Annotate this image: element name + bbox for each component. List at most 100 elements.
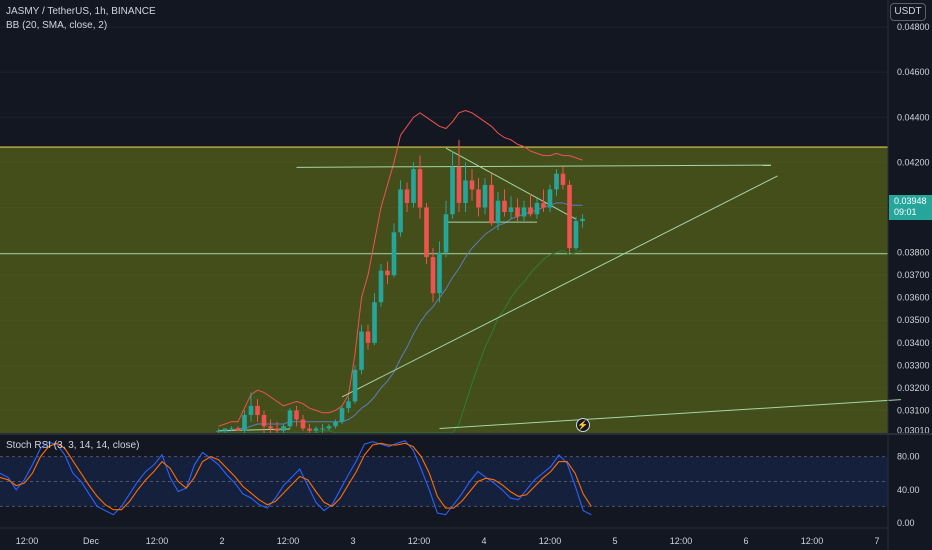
candle[interactable] [307,423,312,433]
candle[interactable] [372,293,377,346]
time-tick-label: 12:00 [146,536,169,546]
price-tick-label: 0.04400 [897,112,930,122]
candle[interactable] [274,421,280,433]
candle[interactable] [463,162,468,212]
price-tick-label: 0.04200 [897,157,930,167]
countdown-value: 09:01 [894,207,917,217]
candle[interactable] [255,399,260,422]
stoch-d-line [0,442,592,511]
candle[interactable] [489,173,494,226]
time-tick-label: 12:00 [670,536,693,546]
candle[interactable] [229,426,234,431]
candle[interactable] [567,180,572,253]
candle[interactable] [281,423,286,433]
candle[interactable] [528,193,533,217]
candle[interactable] [378,263,384,307]
candle[interactable] [437,241,442,303]
candle[interactable] [502,189,507,217]
lightning-icon[interactable]: ⚡ [576,418,590,432]
candle[interactable] [333,419,338,429]
candle[interactable] [313,426,319,433]
trendline-1[interactable] [296,164,772,168]
last-price-badge: 0.03948 09:01 [889,195,932,220]
time-tick-label: 12:00 [801,536,824,546]
time-tick-label: Dec [83,536,100,546]
candle[interactable] [287,408,293,429]
trendline-4[interactable] [445,147,577,220]
stoch-tick-label: 40.00 [897,485,920,495]
trendline-3[interactable] [439,399,902,429]
candle[interactable] [521,200,527,222]
price-axis[interactable]: 0.048000.046000.044000.042000.040000.038… [897,22,930,436]
candle[interactable] [430,248,436,303]
price-tick-label: 0.03200 [897,383,930,393]
trendline-0[interactable] [341,175,778,398]
candles[interactable] [216,139,585,433]
bb-legend[interactable]: BB (20, SMA, close, 2) [6,20,108,31]
symbol-legend[interactable]: JASMY / TetherUS, 1h, BINANCE [6,6,156,17]
candle[interactable] [482,178,488,215]
price-tick-label: 0.03500 [897,315,930,325]
candle[interactable] [476,178,481,217]
price-tick-label: 0.03800 [897,248,930,258]
candle[interactable] [352,365,358,404]
price-tick-label: 0.03010 [897,426,930,436]
candle[interactable] [391,223,397,278]
candle[interactable] [398,180,403,237]
candle[interactable] [242,410,247,433]
candle[interactable] [495,191,501,231]
bb-upper-band [218,109,583,427]
candle[interactable] [261,410,267,433]
time-tick-label: 7 [874,536,879,546]
candle[interactable] [346,396,351,413]
candle[interactable] [320,423,325,433]
candle[interactable] [580,214,585,228]
candle[interactable] [248,392,254,422]
candle[interactable] [534,198,540,219]
time-tick-label: 12:00 [16,536,39,546]
candle[interactable] [222,428,228,433]
candle[interactable] [541,189,546,212]
candle[interactable] [404,182,410,212]
candle[interactable] [268,419,273,433]
candle[interactable] [339,405,345,424]
time-tick-label: 3 [350,536,355,546]
candle[interactable] [235,426,241,431]
stoch-tick-label: 0.00 [897,518,915,528]
candle[interactable] [424,202,429,264]
time-tick-label: 12:00 [408,536,431,546]
candle[interactable] [450,151,455,219]
candle[interactable] [411,162,416,208]
candle[interactable] [359,324,364,375]
candle[interactable] [515,198,520,222]
candle[interactable] [365,324,371,350]
currency-button[interactable]: USDT [890,3,926,21]
candle[interactable] [417,155,423,219]
price-tick-label: 0.03600 [897,293,930,303]
stoch-k-line [0,440,592,516]
candle[interactable] [456,139,462,212]
candle[interactable] [385,261,390,285]
candle[interactable] [508,196,514,219]
candle[interactable] [573,216,579,251]
price-tick-label: 0.04800 [897,22,930,32]
candle[interactable] [326,423,332,431]
time-axis[interactable]: 12:00 Dec 12:00 2 12:00 3 12:00 4 12:00 5 12:00 6 12… [16,536,880,546]
price-tick-label: 0.03300 [897,360,930,370]
candle[interactable] [300,414,306,431]
time-tick-label: 12:00 [539,536,562,546]
candle[interactable] [554,169,559,197]
candle[interactable] [294,405,299,427]
time-tick-label: 2 [219,536,224,546]
supply-demand-zone [0,147,888,433]
stoch-legend[interactable]: Stoch RSI (3, 3, 14, 14, close) [6,440,140,451]
time-tick-label: 4 [481,536,486,546]
candle[interactable] [547,184,553,212]
candle[interactable] [216,428,221,433]
price-tick-label: 0.03400 [897,338,930,348]
candle[interactable] [469,169,475,201]
price-tick-label: 0.03700 [897,270,930,280]
candle[interactable] [560,166,566,190]
candle[interactable] [443,200,449,258]
